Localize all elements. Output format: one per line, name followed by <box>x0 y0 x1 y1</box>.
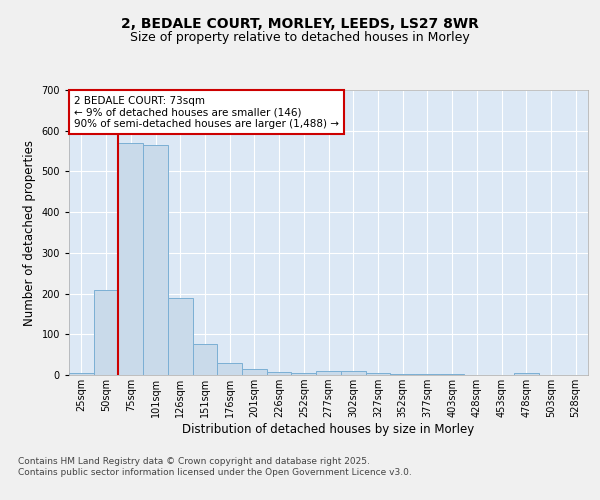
Bar <box>193 344 217 375</box>
Bar <box>415 374 440 375</box>
Bar <box>143 145 168 375</box>
Bar <box>341 371 365 375</box>
Bar <box>316 371 341 375</box>
Bar <box>267 372 292 375</box>
Bar <box>365 373 390 375</box>
Bar <box>118 143 143 375</box>
Bar <box>390 374 415 375</box>
Text: Contains HM Land Registry data © Crown copyright and database right 2025.
Contai: Contains HM Land Registry data © Crown c… <box>18 458 412 477</box>
Text: Size of property relative to detached houses in Morley: Size of property relative to detached ho… <box>130 31 470 44</box>
Bar <box>168 298 193 375</box>
X-axis label: Distribution of detached houses by size in Morley: Distribution of detached houses by size … <box>182 423 475 436</box>
Bar <box>69 373 94 375</box>
Bar <box>292 373 316 375</box>
Bar <box>94 290 118 375</box>
Bar <box>514 373 539 375</box>
Text: 2 BEDALE COURT: 73sqm
← 9% of detached houses are smaller (146)
90% of semi-deta: 2 BEDALE COURT: 73sqm ← 9% of detached h… <box>74 96 339 129</box>
Bar <box>242 369 267 375</box>
Text: 2, BEDALE COURT, MORLEY, LEEDS, LS27 8WR: 2, BEDALE COURT, MORLEY, LEEDS, LS27 8WR <box>121 18 479 32</box>
Bar <box>440 374 464 375</box>
Y-axis label: Number of detached properties: Number of detached properties <box>23 140 36 326</box>
Bar <box>217 363 242 375</box>
